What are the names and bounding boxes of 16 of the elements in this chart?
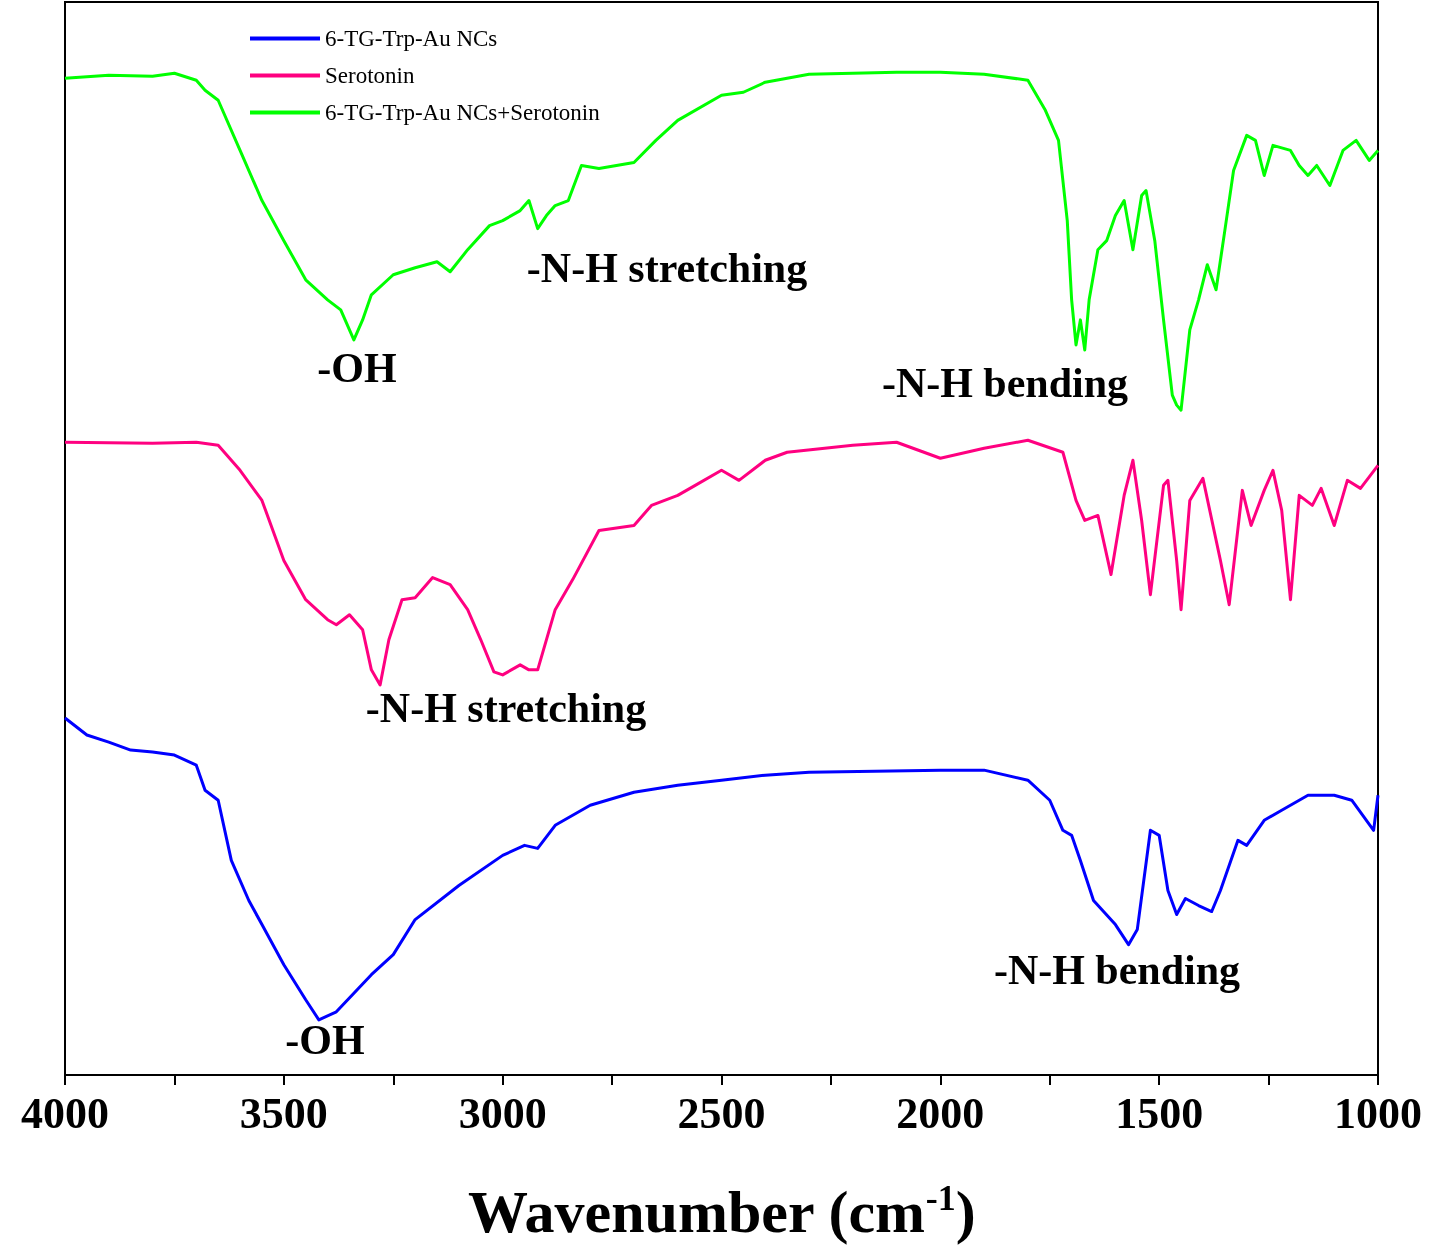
x-tick-label: 3500 xyxy=(239,1088,328,1138)
x-tick-label: 1500 xyxy=(1115,1088,1204,1138)
x-tick-label: 3000 xyxy=(458,1088,547,1138)
legend-label: 6-TG-Trp-Au NCs xyxy=(325,26,498,51)
annotation: -N-H bending xyxy=(993,947,1241,993)
annotation: -N-H stretching xyxy=(365,685,647,731)
x-tick-label: 1000 xyxy=(1334,1088,1422,1138)
annotation: -OH xyxy=(285,1017,365,1063)
legend-label: 6-TG-Trp-Au NCs+Serotonin xyxy=(325,100,601,125)
x-tick-label: 4000 xyxy=(21,1088,109,1138)
annotation: -N-H stretching xyxy=(526,245,808,291)
annotation: -N-H bending xyxy=(881,360,1129,406)
annotation: -OH xyxy=(317,345,397,391)
x-tick-label: 2000 xyxy=(896,1088,985,1138)
legend-label: Serotonin xyxy=(325,63,415,88)
x-tick-label: 2500 xyxy=(677,1088,766,1138)
